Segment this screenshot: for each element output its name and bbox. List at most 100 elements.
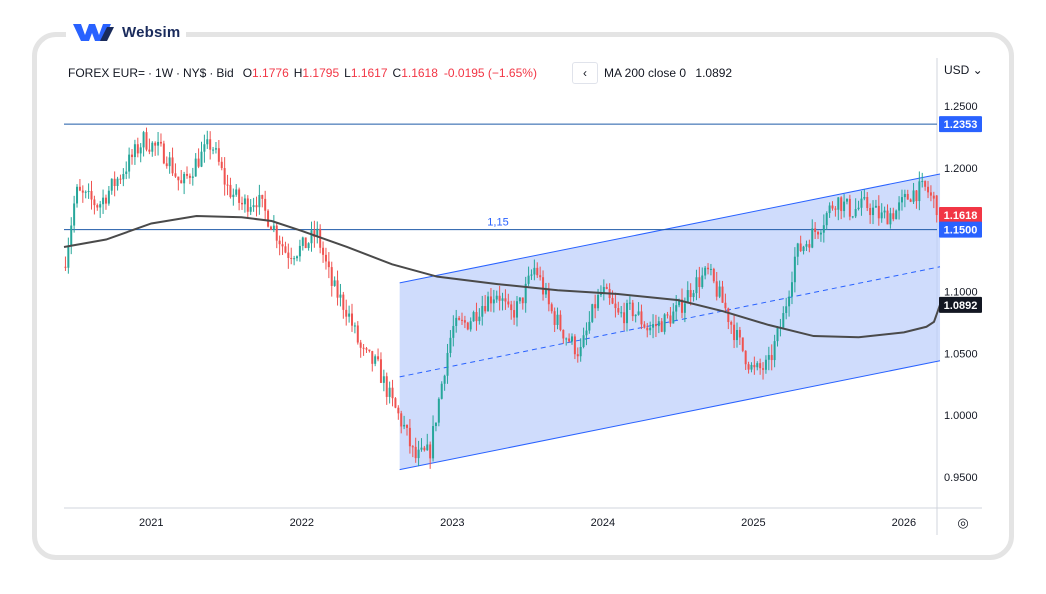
candle-body (527, 275, 530, 284)
close-label: C (392, 66, 402, 80)
candle-body (284, 246, 287, 253)
candle-body (212, 149, 215, 151)
candle-body (770, 355, 773, 361)
candle-body (860, 198, 863, 208)
candle-body (151, 142, 154, 152)
channel-lower-line (399, 360, 941, 471)
candle-body (489, 296, 492, 304)
candle-body (854, 209, 857, 217)
candle-body (368, 349, 371, 352)
candle-body (206, 139, 209, 145)
candle-body (243, 198, 246, 205)
currency-selector[interactable]: USD ⌄ (944, 63, 983, 77)
candle-body (759, 363, 762, 369)
candle-body (895, 210, 898, 220)
candle-body (617, 308, 620, 313)
candle-body (165, 163, 168, 167)
candle-body (269, 226, 272, 230)
candle-body (727, 308, 730, 323)
candle-body (324, 254, 327, 262)
candle-body (513, 310, 516, 318)
candle-body (492, 299, 495, 304)
legend-sep: · (209, 66, 214, 80)
candle-body (446, 352, 449, 376)
horizontal-line-label: 1,15 (487, 217, 508, 229)
candle-body (924, 181, 927, 187)
candle-body (767, 355, 770, 360)
candle-body (287, 252, 290, 258)
ma-label: MA 200 close 0 (604, 66, 687, 80)
candle-body (131, 154, 134, 158)
chevron-left-icon: ‹ (583, 66, 587, 80)
price-marker (939, 296, 982, 313)
channel-upper-line (399, 173, 941, 284)
candle-body (429, 444, 432, 459)
candle-body (403, 424, 406, 427)
candle-body (640, 311, 643, 325)
candle-body (359, 342, 362, 348)
candle-body (599, 293, 602, 295)
candle-body (695, 277, 698, 294)
candle-body (406, 424, 409, 428)
ma-legend[interactable]: MA 200 close 0 1.0892 (604, 66, 732, 80)
candle-body (886, 210, 889, 225)
candle-body (229, 184, 232, 198)
candle-body (701, 275, 704, 288)
candle-body (634, 314, 637, 317)
candle-body (614, 303, 617, 309)
candle-body (197, 158, 200, 167)
candle-body (336, 280, 339, 298)
time-tick-label: 2024 (591, 517, 615, 529)
candle-body (582, 335, 585, 348)
candle-body (840, 197, 843, 212)
candle-body (672, 311, 675, 324)
candle-body (848, 198, 851, 217)
price-marker-label: 1.1618 (944, 210, 978, 222)
candle-body (417, 449, 420, 459)
candle-body (579, 347, 582, 357)
candle-body (437, 398, 440, 423)
price-tick-label: 1.0000 (944, 410, 978, 422)
candle-body (423, 447, 426, 451)
symbol-name[interactable]: FOREX EUR= (68, 66, 146, 80)
candle-body (255, 205, 258, 208)
price-marker (939, 221, 982, 238)
candle-body (102, 197, 105, 205)
candle-body (209, 139, 212, 150)
collapse-legend-button[interactable]: ‹ (572, 62, 598, 84)
candle-body (226, 184, 229, 186)
candle-body (377, 356, 380, 360)
candle-body (666, 314, 669, 316)
candle-body (157, 141, 160, 146)
candle-body (333, 280, 336, 286)
candle-body (99, 204, 102, 208)
candle-body (866, 197, 869, 208)
candle-body (304, 237, 307, 249)
candle-body (724, 302, 727, 309)
candle-body (874, 205, 877, 208)
candle-body (191, 176, 194, 178)
candle-body (310, 230, 313, 244)
candle-body (180, 180, 183, 184)
candle-body (932, 195, 935, 199)
candle-body (814, 228, 817, 232)
ma-value: 1.0892 (695, 66, 733, 80)
candle-body (643, 324, 646, 328)
candle-body (831, 205, 834, 209)
interval-label[interactable]: 1W (155, 66, 174, 80)
candle-body (718, 286, 721, 297)
candle-body (889, 213, 892, 225)
candle-body (562, 329, 565, 339)
exchange-label: NY$ (183, 66, 207, 80)
low-value: 1.1617 (350, 66, 388, 80)
candle-body (544, 289, 547, 295)
candle-body (547, 289, 550, 305)
candle-body (602, 286, 605, 294)
candle-body (275, 225, 278, 241)
websim-w-logo-icon (73, 24, 114, 41)
candle-body (857, 207, 860, 210)
candle-body (652, 324, 655, 328)
candle-body (293, 258, 296, 260)
settings-icon[interactable]: ◎ (957, 515, 969, 530)
